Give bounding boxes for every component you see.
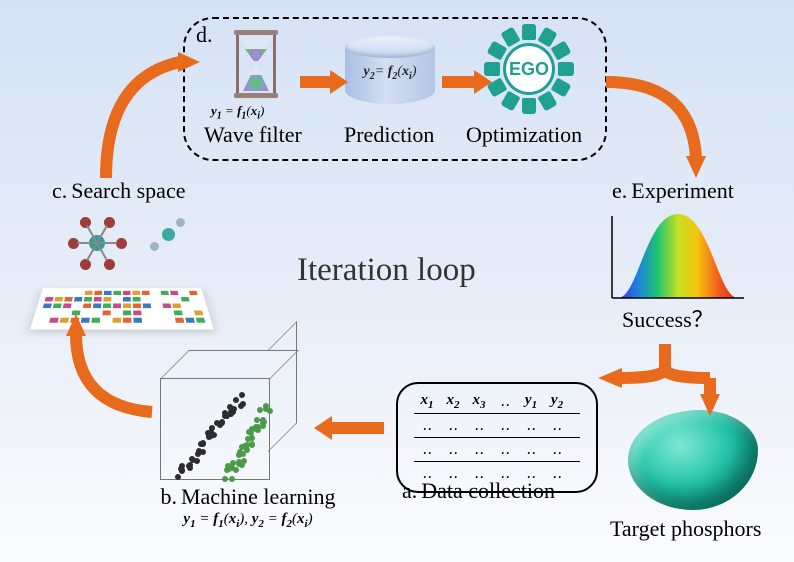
target-label: Target phosphors [610,516,761,542]
prediction-cylinder-icon: y2= f2(xi) [345,36,435,114]
tag-b-letter: b. [160,484,177,509]
ml-label: Machine learning [181,484,336,509]
gear-text: EGO [503,43,555,95]
center-title: Iteration loop [297,252,476,289]
wave-filter-eq: y1 = f1(xi) [211,103,264,122]
arrow-c-to-d [100,48,210,188]
tag-d: d. [196,22,213,48]
arrow-success-split [580,338,750,408]
tag-a-letter: a. [402,478,417,503]
success-label: Success？ [622,302,714,334]
optimization-label: Optimization [466,122,582,148]
tag-a: a. Data collection [402,478,555,504]
hourglass-icon [226,30,286,98]
wave-filter-label: Wave filter [204,122,302,148]
arrow-b-to-c [66,310,176,430]
data-collection-label: Data collection [421,478,555,503]
prediction-label: Prediction [344,122,434,148]
arrow-d-to-e [596,66,726,186]
molecule-2-icon [150,216,190,256]
spectrum-icon [608,210,748,300]
tag-c-letter: c. [52,178,67,203]
ego-gear-icon: EGO [490,30,568,108]
ml-cube-icon [160,350,300,480]
tag-b: b. Machine learning y1 = f1(xi), y2 = f2… [138,484,358,530]
molecule-1-icon [64,210,130,276]
data-table-icon: x1x2x3‥y1y2 ‥‥‥‥‥‥ ‥‥‥‥‥‥ ‥‥‥‥‥‥ [396,382,598,493]
ml-eq: y1 = f1(xi), y2 = f2(xi) [183,511,312,527]
phosphor-icon [628,410,758,510]
